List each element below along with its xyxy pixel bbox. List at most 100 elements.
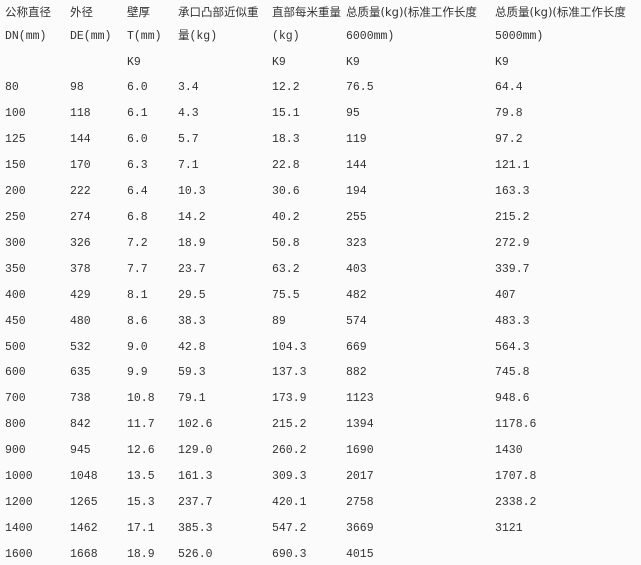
table-cell: 121.1 [495,158,530,172]
table-cell: 1123 [346,392,374,406]
table-cell: 215.2 [272,418,307,432]
header-cell: K9 [127,56,141,69]
table-cell: 144 [70,132,91,146]
table-cell: 532 [70,340,91,354]
table-cell: 118 [70,106,91,120]
table-cell: 18.9 [127,548,155,562]
table-cell: 38.3 [178,314,206,328]
header-cell: 5000mm) [495,30,544,43]
table-cell: 8.6 [127,314,148,328]
table-cell: 12.6 [127,444,155,458]
table-cell: 800 [5,418,26,432]
header-cell: T(mm) [127,30,162,43]
table-cell: 450 [5,314,26,328]
table-cell: 1430 [495,444,523,458]
table-cell: 429 [70,288,91,302]
table-cell: 1000 [5,470,33,484]
table-cell: 309.3 [272,470,307,484]
table-cell: 4.3 [178,106,199,120]
table-cell: 745.8 [495,366,530,380]
table-cell: 250 [5,210,26,224]
table-cell: 79.8 [495,106,523,120]
table-cell: 50.8 [272,236,300,250]
table-cell: 480 [70,314,91,328]
header-cell: 外径 [70,5,93,19]
table-cell: 1178.6 [495,418,537,432]
table-cell: 350 [5,262,26,276]
header-cell: 壁厚 [127,5,150,19]
table-cell: 23.7 [178,262,206,276]
table-cell: 378 [70,262,91,276]
header-cell: 承口凸部近似重 [178,5,259,19]
table-cell: 339.7 [495,262,530,276]
header-cell: 6000mm) [346,30,395,43]
header-cell: 公称直径 [5,5,51,19]
table-cell: 945 [70,444,91,458]
table-cell: 22.8 [272,158,300,172]
table-cell: 12.2 [272,81,300,94]
table-cell: 2017 [346,470,374,484]
table-cell: 882 [346,366,367,380]
table-cell: 272.9 [495,236,530,250]
table-cell: 738 [70,392,91,406]
table-cell: 1690 [346,444,374,458]
table-cell: 842 [70,418,91,432]
table-cell: 6.0 [127,81,148,94]
table-cell: 100 [5,106,26,120]
table-cell: 30.6 [272,184,300,198]
table-cell: 8.1 [127,288,148,302]
table-cell: 260.2 [272,444,307,458]
table-cell: 237.7 [178,496,213,510]
table-cell: 1394 [346,418,374,432]
table-cell: 75.5 [272,288,300,302]
table-cell: 15.1 [272,106,300,120]
table-cell: 669 [346,340,367,354]
table-cell: 5.7 [178,132,199,146]
table-cell: 11.7 [127,418,155,432]
table-cell: 150 [5,158,26,172]
table-cell: 170 [70,158,91,172]
table-cell: 6.8 [127,210,148,224]
header-cell: K9 [346,56,360,69]
table-cell: 500 [5,340,26,354]
table-cell: 635 [70,366,91,380]
table-cell: 80 [5,81,19,94]
table-cell: 255 [346,210,367,224]
table-cell: 574 [346,314,367,328]
table-cell: 600 [5,366,26,380]
table-cell: 1200 [5,496,33,510]
table-cell: 482 [346,288,367,302]
table-cell: 137.3 [272,366,307,380]
table-cell: 9.9 [127,366,148,380]
table-cell: 173.9 [272,392,307,406]
table-cell: 163.3 [495,184,530,198]
table-cell: 3121 [495,522,523,536]
table-cell: 144 [346,158,367,172]
table-cell: 4015 [346,548,374,562]
table-cell: 526.0 [178,548,213,562]
table-cell: 547.2 [272,522,307,536]
table-cell: 690.3 [272,548,307,562]
table-cell: 1265 [70,496,98,510]
table-cell: 104.3 [272,340,307,354]
table-cell: 483.3 [495,314,530,328]
table-cell: 400 [5,288,26,302]
table-cell: 18.3 [272,132,300,146]
table-cell: 129.0 [178,444,213,458]
table-cell: 98 [70,81,84,94]
table-cell: 7.1 [178,158,199,172]
table-cell: 10.3 [178,184,206,198]
table-cell: 948.6 [495,392,530,406]
table-cell: 326 [70,236,91,250]
table-cell: 2758 [346,496,374,510]
table-cell: 222 [70,184,91,198]
table-cell: 40.2 [272,210,300,224]
header-cell: (kg) [272,30,300,43]
table-cell: 194 [346,184,367,198]
table-cell: 700 [5,392,26,406]
table-cell: 6.4 [127,184,148,198]
table-cell: 17.1 [127,522,155,536]
header-cell: K9 [272,56,286,69]
table-cell: 1048 [70,470,98,484]
table-cell: 900 [5,444,26,458]
